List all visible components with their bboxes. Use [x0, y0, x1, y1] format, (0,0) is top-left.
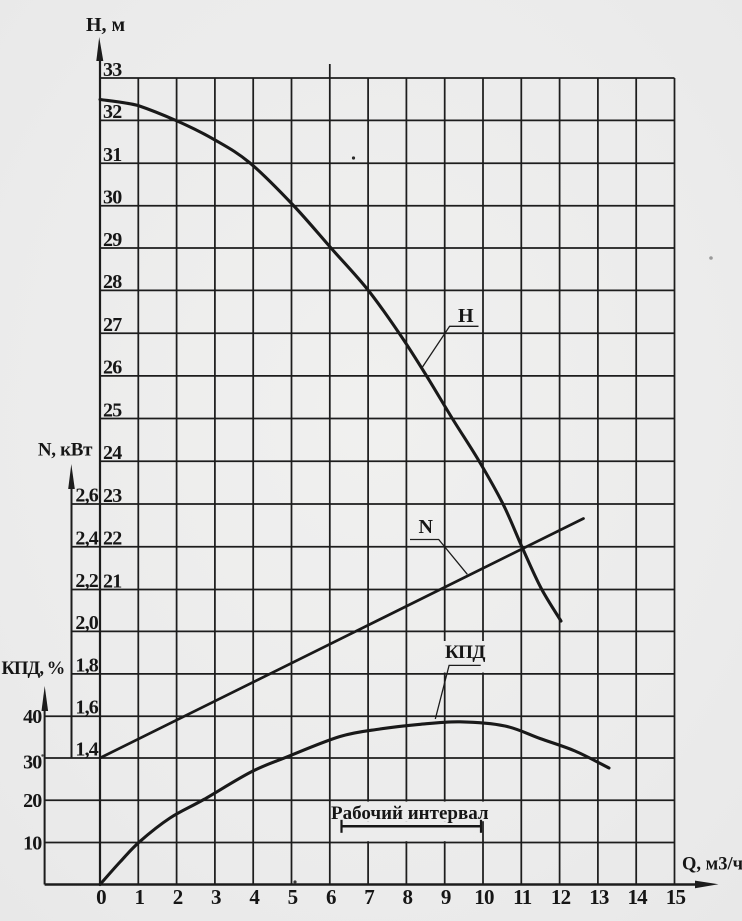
svg-text:5: 5 [288, 885, 298, 909]
svg-text:12: 12 [551, 885, 571, 909]
svg-text:4: 4 [249, 885, 260, 909]
svg-text:0: 0 [96, 885, 106, 909]
svg-text:29: 29 [103, 229, 122, 251]
svg-text:КПД: КПД [445, 642, 485, 663]
svg-text:20: 20 [23, 790, 42, 812]
svg-text:1: 1 [134, 885, 144, 909]
svg-text:КПД, %: КПД, % [2, 659, 65, 679]
svg-text:10: 10 [474, 885, 494, 909]
svg-text:2,0: 2,0 [75, 612, 98, 634]
svg-text:H: H [458, 305, 474, 327]
svg-text:Q, м3/ч: Q, м3/ч [682, 855, 742, 875]
svg-text:25: 25 [103, 399, 122, 421]
svg-text:6: 6 [326, 885, 336, 909]
svg-text:30: 30 [23, 752, 42, 774]
svg-text:2,2: 2,2 [75, 570, 98, 592]
svg-text:Рабочий интервал: Рабочий интервал [331, 803, 489, 824]
svg-text:2,4: 2,4 [75, 527, 98, 549]
svg-text:31: 31 [103, 144, 121, 166]
svg-text:22: 22 [103, 528, 122, 550]
svg-text:1,4: 1,4 [75, 739, 98, 761]
svg-text:3: 3 [211, 885, 221, 909]
svg-text:7: 7 [364, 885, 374, 909]
svg-text:N, кВт: N, кВт [38, 440, 93, 461]
svg-text:10: 10 [23, 832, 42, 854]
svg-text:23: 23 [103, 485, 122, 507]
svg-text:8: 8 [403, 885, 413, 909]
svg-text:1,8: 1,8 [75, 654, 98, 676]
svg-text:28: 28 [103, 271, 122, 293]
svg-text:24: 24 [103, 442, 122, 464]
svg-text:14: 14 [627, 885, 648, 909]
svg-text:9: 9 [441, 885, 451, 909]
svg-text:32: 32 [103, 101, 122, 123]
svg-text:N: N [419, 516, 434, 538]
svg-text:40: 40 [23, 706, 42, 728]
svg-text:13: 13 [589, 885, 609, 909]
svg-text:11: 11 [513, 885, 532, 909]
svg-text:H, м: H, м [86, 14, 125, 36]
svg-text:33: 33 [103, 59, 122, 81]
svg-text:1,6: 1,6 [75, 697, 98, 719]
svg-text:2: 2 [173, 885, 183, 909]
svg-text:30: 30 [103, 187, 122, 209]
svg-text:27: 27 [103, 314, 122, 336]
svg-text:15: 15 [666, 885, 686, 909]
svg-text:26: 26 [103, 357, 122, 379]
svg-text:21: 21 [103, 570, 121, 592]
svg-text:2,6: 2,6 [75, 485, 98, 507]
